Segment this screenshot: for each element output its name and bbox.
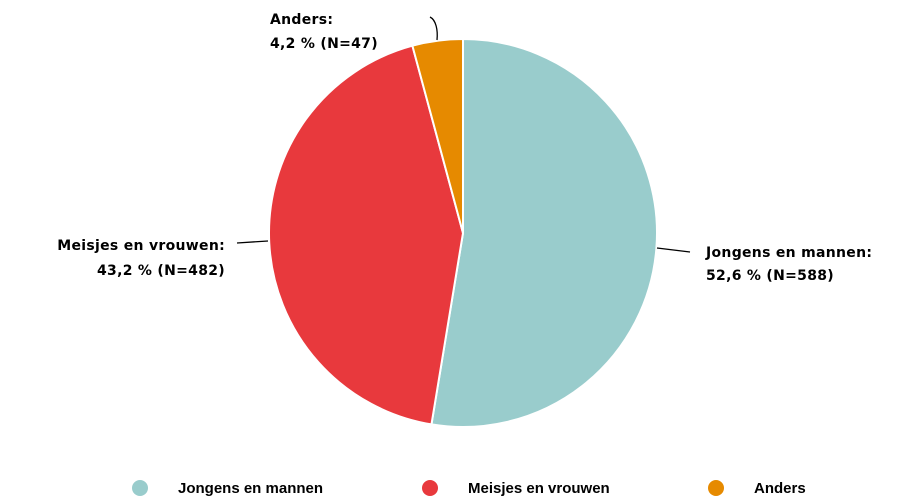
legend-swatch [708, 480, 724, 496]
leader-line [656, 247, 691, 253]
leader-line [236, 240, 269, 244]
leader-line [429, 16, 438, 41]
data-label-title: Meisjes en vrouwen: [57, 238, 225, 254]
data-label: 43,2 % (N=482) [97, 263, 225, 279]
pie-slice [411, 37, 464, 234]
pie-slice [430, 37, 658, 428]
pie-slice [268, 44, 465, 426]
legend-label: Anders [754, 480, 806, 497]
data-label: 4,2 % (N=47) [270, 36, 378, 52]
legend-label: Jongens en mannen [178, 480, 323, 497]
data-label-title: Jongens en mannen: [705, 245, 872, 261]
legend-swatch [422, 480, 438, 496]
legend-label: Meisjes en vrouwen [468, 480, 610, 497]
legend-swatch [132, 480, 148, 496]
data-label: 52,6 % (N=588) [706, 268, 834, 284]
data-label-title: Anders: [270, 12, 333, 28]
